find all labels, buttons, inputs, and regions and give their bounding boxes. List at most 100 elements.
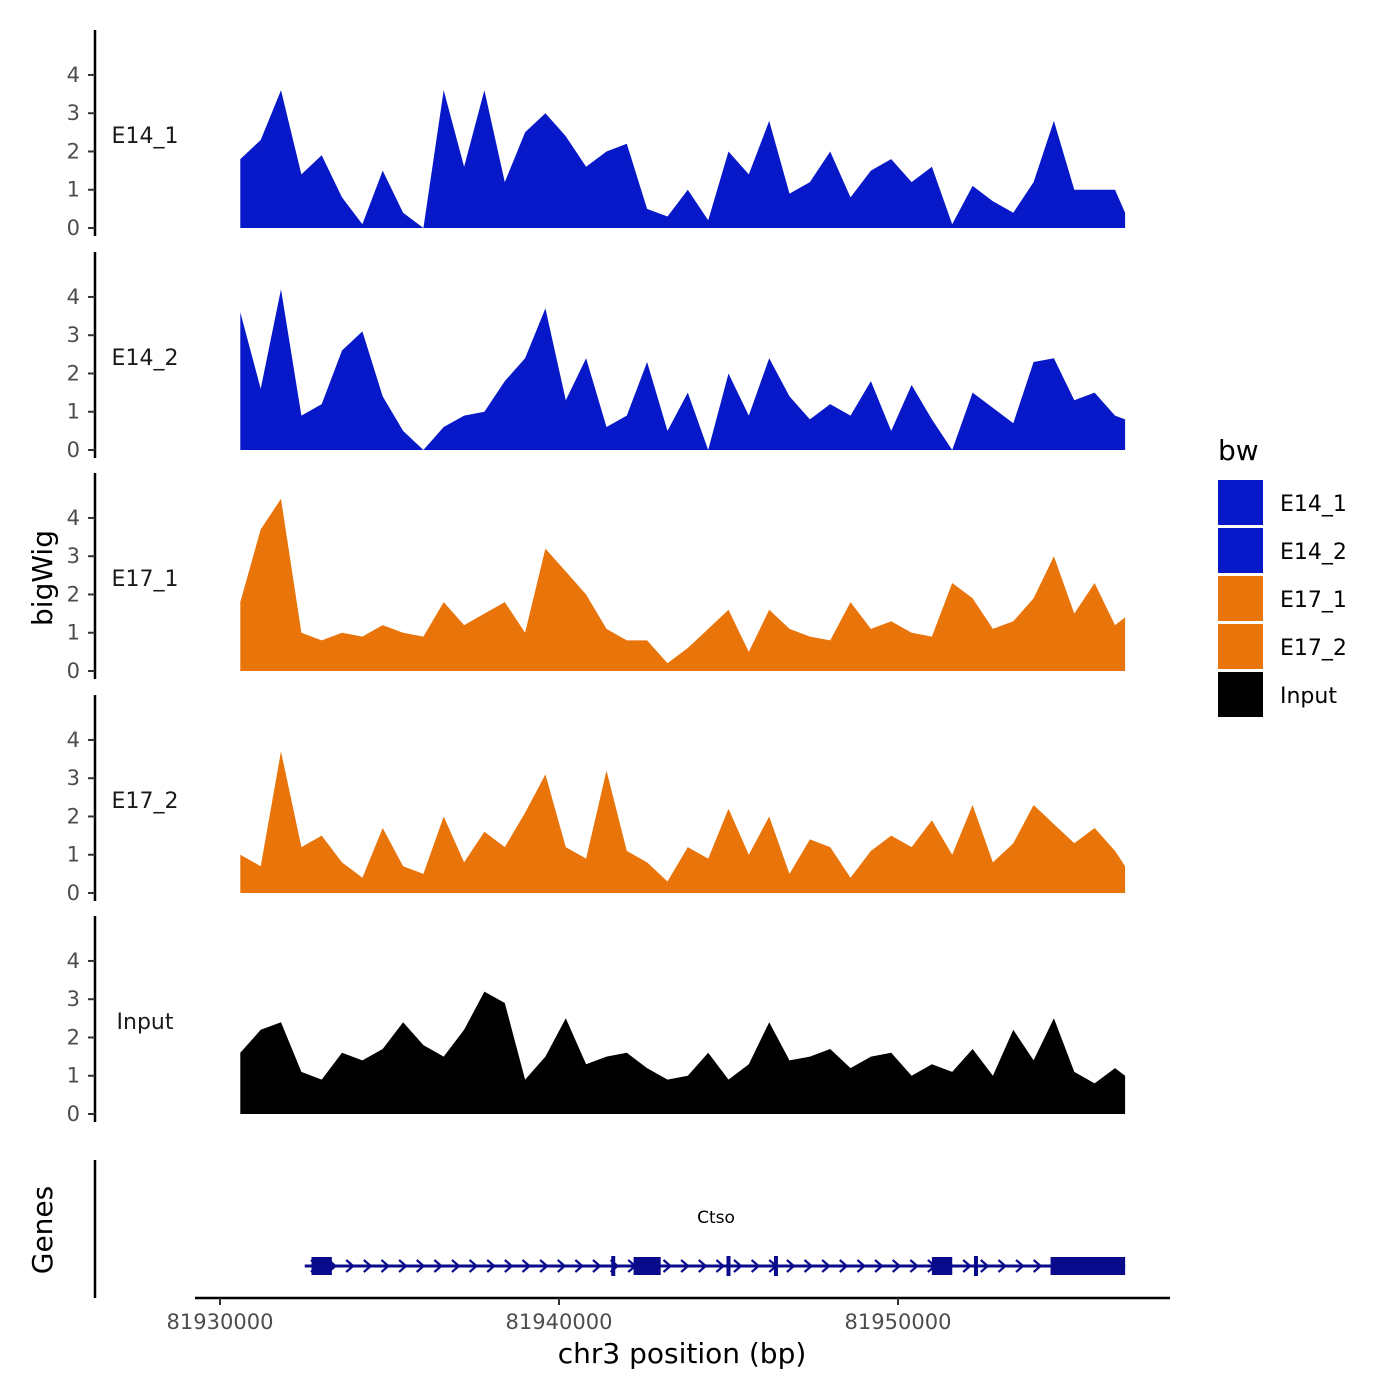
strand-arrow xyxy=(733,1259,743,1273)
legend-swatch xyxy=(1218,480,1263,525)
legend-label: E17_1 xyxy=(1280,588,1347,613)
y-tick-label: 2 xyxy=(67,139,80,163)
strand-arrow xyxy=(433,1259,444,1273)
track-e14-2: 0 1 2 3 4 E14_2 xyxy=(67,252,1126,462)
strand-arrow xyxy=(556,1259,567,1273)
y-tick-label: 0 xyxy=(67,216,80,240)
legend-title: bw xyxy=(1218,434,1259,467)
y-tick-label: 3 xyxy=(67,101,80,125)
legend-swatch xyxy=(1218,624,1263,669)
strand-arrow xyxy=(486,1259,496,1273)
legend: bw E14_1 E14_2 E17_1 E17_2 Input xyxy=(1218,434,1347,717)
y-tick-label: 2 xyxy=(67,804,80,828)
strand-arrow xyxy=(345,1259,355,1273)
gene-track xyxy=(93,1160,1126,1298)
strand-arrow xyxy=(980,1259,990,1273)
track-label: E17_2 xyxy=(112,789,179,814)
strand-arrow xyxy=(839,1259,849,1273)
y-tick-label: 4 xyxy=(67,949,80,973)
y-tick-label: 3 xyxy=(67,544,80,568)
strand-arrow xyxy=(1032,1259,1043,1273)
gene-exon xyxy=(1050,1257,1126,1275)
strand-arrow xyxy=(592,1259,602,1273)
strand-arrow xyxy=(451,1259,461,1273)
track-input: 0 1 2 3 4 Input xyxy=(67,916,1126,1126)
gene-small-exon xyxy=(611,1256,616,1276)
strand-arrow xyxy=(415,1259,426,1273)
x-tick-label: 81950000 xyxy=(845,1310,952,1334)
signal-area-e17-2 xyxy=(240,751,1126,893)
y-tick-label: 1 xyxy=(67,621,80,645)
strand-arrow xyxy=(909,1259,919,1273)
legend-swatch xyxy=(1218,576,1263,621)
legend-label: E17_2 xyxy=(1280,636,1347,661)
strand-arrow xyxy=(504,1259,514,1273)
strand-arrow xyxy=(786,1259,796,1273)
y-tick-label: 1 xyxy=(67,400,80,424)
track-e17-1: 0 1 2 3 4 E17_1 xyxy=(67,473,1126,683)
strand-arrow xyxy=(363,1259,373,1273)
y-tick-label: 4 xyxy=(67,728,80,752)
gene-small-exon xyxy=(973,1256,978,1276)
strand-arrow xyxy=(698,1259,708,1273)
y-tick-label: 3 xyxy=(67,987,80,1011)
gene-exon xyxy=(311,1257,332,1275)
x-axis-title: chr3 position (bp) xyxy=(558,1337,807,1370)
strand-arrow xyxy=(380,1259,391,1273)
y-tick-label: 3 xyxy=(67,766,80,790)
legend-label: E14_1 xyxy=(1280,492,1347,517)
signal-area-e17-1 xyxy=(240,498,1126,671)
strand-arrow xyxy=(521,1259,532,1273)
strand-arrow xyxy=(680,1259,690,1273)
gene-exon xyxy=(633,1257,661,1275)
strand-arrow xyxy=(1015,1259,1025,1273)
strand-arrow xyxy=(715,1259,726,1273)
gene-exon xyxy=(931,1257,953,1275)
strand-arrow xyxy=(821,1259,831,1273)
signal-area-e14-1 xyxy=(240,90,1126,228)
signal-area-input xyxy=(240,991,1126,1114)
legend-label: Input xyxy=(1280,684,1337,709)
strand-arrow xyxy=(856,1259,867,1273)
legend-swatch xyxy=(1218,672,1263,717)
y-tick-label: 3 xyxy=(67,323,80,347)
strand-arrow xyxy=(874,1259,884,1273)
strand-arrow xyxy=(962,1259,972,1273)
y-tick-label: 2 xyxy=(67,361,80,385)
track-label: E17_1 xyxy=(112,567,179,592)
y-tick-label: 1 xyxy=(67,1064,80,1088)
bigwig-tracks: 0 1 2 3 4 E14_1 0 1 2 3 4 E14_2 0 1 2 3 4 E17_1 0 1 2 3 4 E17_2… xyxy=(67,30,1126,1126)
gene-small-exon xyxy=(726,1256,731,1276)
x-tick-label: 81930000 xyxy=(167,1310,274,1334)
y-tick-label: 0 xyxy=(67,438,80,462)
y-tick-label: 4 xyxy=(67,506,80,530)
strand-arrow xyxy=(803,1259,814,1273)
y-tick-label: 2 xyxy=(67,582,80,606)
y-tick-label: 4 xyxy=(67,63,80,87)
strand-arrow xyxy=(662,1259,673,1273)
strand-arrow xyxy=(574,1259,585,1273)
signal-area-e14-2 xyxy=(240,289,1126,450)
strand-arrow xyxy=(468,1259,479,1273)
strand-arrow xyxy=(750,1259,761,1273)
track-label: Input xyxy=(117,1010,174,1035)
gene-small-exon xyxy=(773,1256,778,1276)
track-label: E14_1 xyxy=(112,124,179,149)
x-axis: 81930000 81940000 81950000 xyxy=(167,1296,1170,1334)
strand-arrow xyxy=(398,1259,408,1273)
strand-arrow xyxy=(891,1259,902,1273)
y-tick-label: 0 xyxy=(67,1102,80,1126)
genes-axis-title: Genes xyxy=(26,1186,59,1274)
track-e14-1: 0 1 2 3 4 E14_1 xyxy=(67,30,1126,240)
y-tick-label: 1 xyxy=(67,843,80,867)
y-tick-label: 0 xyxy=(67,881,80,905)
x-tick-label: 81940000 xyxy=(506,1310,613,1334)
legend-swatch xyxy=(1218,528,1263,573)
y-tick-label: 0 xyxy=(67,659,80,683)
track-e17-2: 0 1 2 3 4 E17_2 xyxy=(67,695,1126,905)
y-tick-label: 2 xyxy=(67,1025,80,1049)
gene-name-label: Ctso xyxy=(697,1208,735,1228)
y-axis-title: bigWig xyxy=(26,530,59,626)
track-label: E14_2 xyxy=(112,346,179,371)
